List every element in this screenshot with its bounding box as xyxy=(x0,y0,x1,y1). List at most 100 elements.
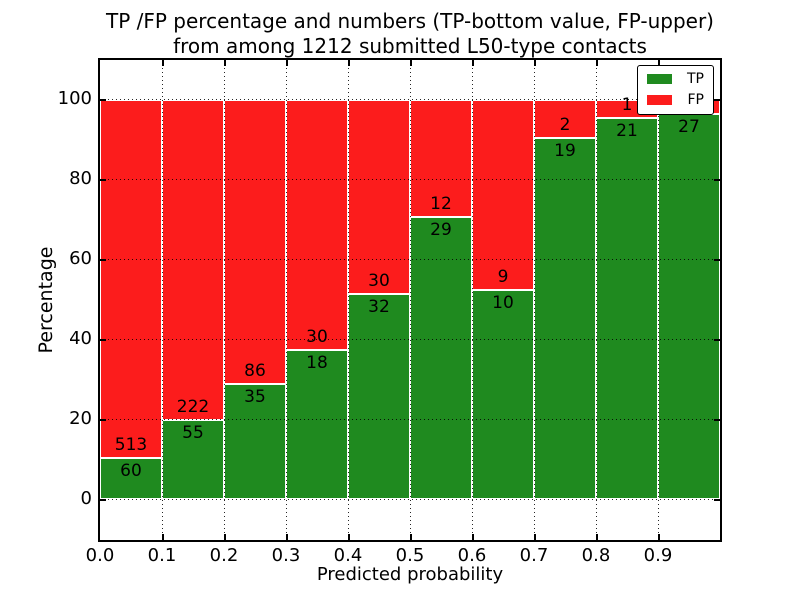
y-tick-left-0 xyxy=(100,499,106,501)
bar-6-tp-count-label: 10 xyxy=(492,292,514,313)
chart-title-line2: from among 1212 submitted L50-type conta… xyxy=(173,34,647,58)
y-tick-label-40: 40 xyxy=(69,328,92,349)
x-tick-bottom-0.7 xyxy=(534,534,536,540)
bar-0-fp-count-label: 513 xyxy=(114,435,148,455)
x-tick-bottom-0.8 xyxy=(596,534,598,540)
x-axis-label: Predicted probability xyxy=(316,564,504,585)
legend-entry-fp: FP xyxy=(647,93,704,107)
bar-6-fp-count-label: 9 xyxy=(497,266,509,287)
x-tick-label-0.0: 0.0 xyxy=(85,545,115,566)
bar-7-tp-count-label: 19 xyxy=(554,141,576,161)
bar-9-tp-count-label: 27 xyxy=(678,117,700,138)
bar-2-fp-count-label: 86 xyxy=(244,361,266,382)
gridline-vertical-0.9 xyxy=(658,60,659,540)
x-tick-top-0.2 xyxy=(224,60,226,66)
legend-swatch-fp xyxy=(647,95,672,105)
bar-6-tp-segment xyxy=(472,288,534,499)
legend-label-tp: TP xyxy=(687,71,704,87)
gridline-vertical-0.3 xyxy=(286,60,287,540)
y-tick-left-60 xyxy=(100,259,106,261)
bar-3-tp-count-label: 18 xyxy=(306,353,328,373)
y-tick-right-20 xyxy=(714,419,720,421)
chart-title-line1: TP /FP percentage and numbers (TP-bottom… xyxy=(106,9,714,33)
y-tick-right-80 xyxy=(714,179,720,181)
x-tick-label-0.8: 0.8 xyxy=(581,545,611,566)
legend-entry-tp: TP xyxy=(647,72,704,86)
bar-6-fp-segment xyxy=(472,99,534,289)
x-tick-top-0.9 xyxy=(658,60,660,66)
gridline-vertical-0.7 xyxy=(534,60,535,540)
x-tick-top-0.1 xyxy=(162,60,164,66)
y-tick-left-40 xyxy=(100,339,106,341)
x-tick-top-0.8 xyxy=(596,60,598,66)
x-tick-label-0.7: 0.7 xyxy=(519,545,549,566)
y-tick-left-80 xyxy=(100,179,106,181)
gridline-vertical-0.4 xyxy=(348,60,349,540)
y-tick-label-60: 60 xyxy=(69,248,92,269)
bar-5-fp-segment xyxy=(410,99,472,217)
gridline-vertical-0.5 xyxy=(410,60,411,540)
gridline-vertical-0.1 xyxy=(162,60,163,540)
legend: TP FP xyxy=(637,65,714,115)
bar-0-fp-segment xyxy=(100,99,162,457)
y-tick-label-80: 80 xyxy=(69,168,92,189)
y-tick-label-0: 0 xyxy=(80,488,92,509)
bar-9-tp-segment xyxy=(658,113,720,499)
x-tick-bottom-0.3 xyxy=(286,534,288,540)
gridline-vertical-0.2 xyxy=(224,60,225,540)
bar-8-tp-count-label: 21 xyxy=(616,121,638,141)
x-tick-top-0.4 xyxy=(348,60,350,66)
bar-4-fp-segment xyxy=(348,99,410,293)
y-tick-left-20 xyxy=(100,419,106,421)
gridline-vertical-0.8 xyxy=(596,60,597,540)
bar-4-tp-segment xyxy=(348,292,410,499)
y-tick-right-100 xyxy=(714,99,720,101)
bar-7-fp-count-label: 2 xyxy=(559,115,571,135)
y-tick-label-100: 100 xyxy=(57,88,92,109)
y-tick-right-40 xyxy=(714,339,720,341)
x-tick-bottom-0.6 xyxy=(472,534,474,540)
x-tick-label-0.3: 0.3 xyxy=(271,545,301,566)
bar-2-tp-segment xyxy=(224,383,286,499)
x-tick-bottom-0.9 xyxy=(658,534,660,540)
x-tick-label-0.6: 0.6 xyxy=(457,545,487,566)
bar-2-fp-segment xyxy=(224,99,286,384)
x-tick-top-0.7 xyxy=(534,60,536,66)
x-tick-top-0.6 xyxy=(472,60,474,66)
x-tick-label-0.5: 0.5 xyxy=(395,545,425,566)
x-tick-bottom-0.1 xyxy=(162,534,164,540)
x-tick-label-0.4: 0.4 xyxy=(333,545,363,566)
bar-3-fp-segment xyxy=(286,99,348,349)
bar-5-tp-count-label: 29 xyxy=(430,220,452,241)
x-tick-bottom-0.2 xyxy=(224,534,226,540)
legend-label-fp: FP xyxy=(687,92,705,108)
bar-3-fp-count-label: 30 xyxy=(306,327,328,347)
bar-2-tp-count-label: 35 xyxy=(244,387,266,408)
x-tick-bottom-0.5 xyxy=(410,534,412,540)
gridline-vertical-0.6 xyxy=(472,60,473,540)
bar-5-fp-count-label: 12 xyxy=(430,194,452,215)
x-tick-bottom-0.4 xyxy=(348,534,350,540)
x-tick-label-0.1: 0.1 xyxy=(147,545,177,566)
x-tick-top-0.5 xyxy=(410,60,412,66)
x-tick-label-0.9: 0.9 xyxy=(643,545,673,566)
x-tick-top-0.3 xyxy=(286,60,288,66)
y-tick-left-100 xyxy=(100,99,106,101)
bar-0-tp-segment xyxy=(100,457,162,499)
plot-area: 513 60 222 55 86 35 30 18 30 32 12 29 9 10 2 19 1 21 27 TP F… xyxy=(98,58,722,542)
bar-7-tp-segment xyxy=(534,137,596,499)
bar-4-fp-count-label: 30 xyxy=(368,270,390,291)
bar-8-tp-segment xyxy=(596,117,658,499)
chart-title: TP /FP percentage and numbers (TP-bottom… xyxy=(100,9,720,59)
bar-1-fp-count-label: 222 xyxy=(176,397,210,418)
bar-0-tp-count-label: 60 xyxy=(120,461,142,481)
bar-1-tp-count-label: 55 xyxy=(182,423,204,444)
bar-4-tp-count-label: 32 xyxy=(368,296,390,317)
y-tick-label-20: 20 xyxy=(69,408,92,429)
x-tick-label-0.2: 0.2 xyxy=(209,545,239,566)
bar-8-fp-count-label: 1 xyxy=(621,95,633,115)
legend-swatch-tp xyxy=(647,74,672,84)
y-tick-right-0 xyxy=(714,499,720,501)
y-tick-right-60 xyxy=(714,259,720,261)
